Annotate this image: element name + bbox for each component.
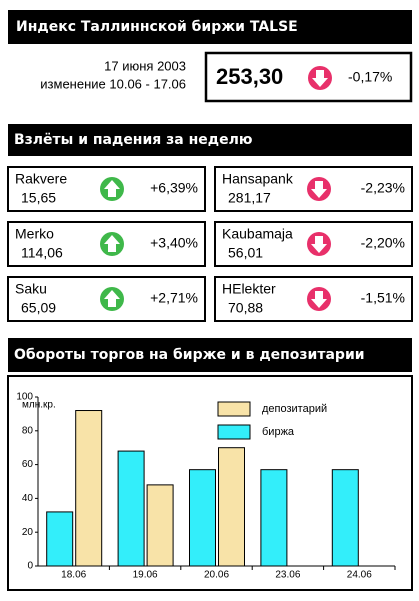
- bar: [189, 469, 216, 567]
- arrow: [311, 181, 327, 198]
- down-arrow: [307, 232, 331, 256]
- stock-name: Rakvere: [15, 171, 67, 187]
- bar: [218, 447, 245, 567]
- stock-change: +2,71%: [150, 290, 198, 306]
- stocks: Rakvere 15,65 +6,39% Hansapank 281,17 -2,23% M…: [7, 166, 413, 322]
- y-axis-label: млн.кр.: [22, 400, 56, 411]
- x-tick-label: 18.06: [61, 570, 86, 581]
- stock-change: -2,23%: [361, 180, 405, 196]
- x-tick-label: 24.06: [347, 570, 372, 581]
- title-bar: [8, 338, 412, 372]
- period: изменение 10.06 - 17.06: [40, 76, 186, 91]
- down-arrow: [307, 287, 331, 311]
- y-tick-label: 100: [16, 392, 33, 403]
- arrow: [104, 235, 120, 252]
- down-arrow: [307, 177, 331, 201]
- stock-name: Hansapank: [222, 171, 294, 187]
- y-tick-label: 80: [22, 425, 34, 436]
- up-arrow: [100, 287, 124, 311]
- title-bar: [8, 10, 412, 44]
- bar: [75, 410, 103, 567]
- bar: [146, 484, 174, 567]
- bar: [117, 450, 145, 567]
- y-tick-label: 0: [27, 561, 33, 572]
- up-arrow: [100, 177, 124, 201]
- y-tick-label: 20: [22, 527, 34, 538]
- section-title: Взлёты и падения за неделю: [14, 132, 252, 148]
- stock-price: 65,09: [21, 300, 56, 316]
- legend-swatch: [217, 424, 251, 440]
- stock-price: 114,06: [21, 245, 63, 261]
- stock-change: +6,39%: [150, 180, 198, 196]
- arrow: [104, 290, 120, 307]
- chart: 0 20 40 60 80 100 депозитарий биржа 18.06 19.06 20…: [16, 392, 396, 581]
- legend-label: депозитарий: [262, 403, 327, 415]
- arrow: [104, 180, 120, 197]
- arrow: [311, 236, 327, 253]
- stock-change: +3,40%: [150, 235, 198, 251]
- stock-change: -1,51%: [361, 290, 405, 306]
- stock-name: Kaubamaja: [222, 226, 293, 242]
- down-arrow: [308, 66, 332, 90]
- legend-swatch: [217, 401, 251, 417]
- stock-name: HElekter: [222, 281, 276, 297]
- bar: [331, 469, 359, 567]
- index-value: 253,30: [216, 64, 283, 89]
- date: 17 июня 2003: [104, 58, 186, 73]
- x-tick-label: 23.06: [275, 570, 300, 581]
- stock-name: Merko: [15, 226, 54, 242]
- y-tick-label: 40: [22, 493, 34, 504]
- arrow: [311, 291, 327, 308]
- stock-change: -2,20%: [361, 235, 405, 251]
- stock-price: 56,01: [228, 245, 263, 261]
- legend-label: биржа: [262, 426, 295, 438]
- up-arrow: [100, 232, 124, 256]
- index-change: -0,17%: [348, 69, 392, 85]
- stock-price: 70,88: [228, 300, 263, 316]
- bar: [46, 511, 74, 567]
- x-tick-label: 19.06: [133, 570, 158, 581]
- stock-price: 15,65: [21, 190, 56, 206]
- title-bar: [8, 124, 412, 156]
- chart-title: Обороты торгов на бирже и в депозитарии: [14, 347, 365, 363]
- bar: [260, 469, 288, 567]
- stock-price: 281,17: [228, 190, 271, 206]
- stock-name: Saku: [15, 281, 47, 297]
- x-tick-label: 20.06: [204, 570, 229, 581]
- title: Индекс Таллиннской биржи TALSE: [16, 19, 298, 35]
- y-tick-label: 60: [22, 459, 34, 470]
